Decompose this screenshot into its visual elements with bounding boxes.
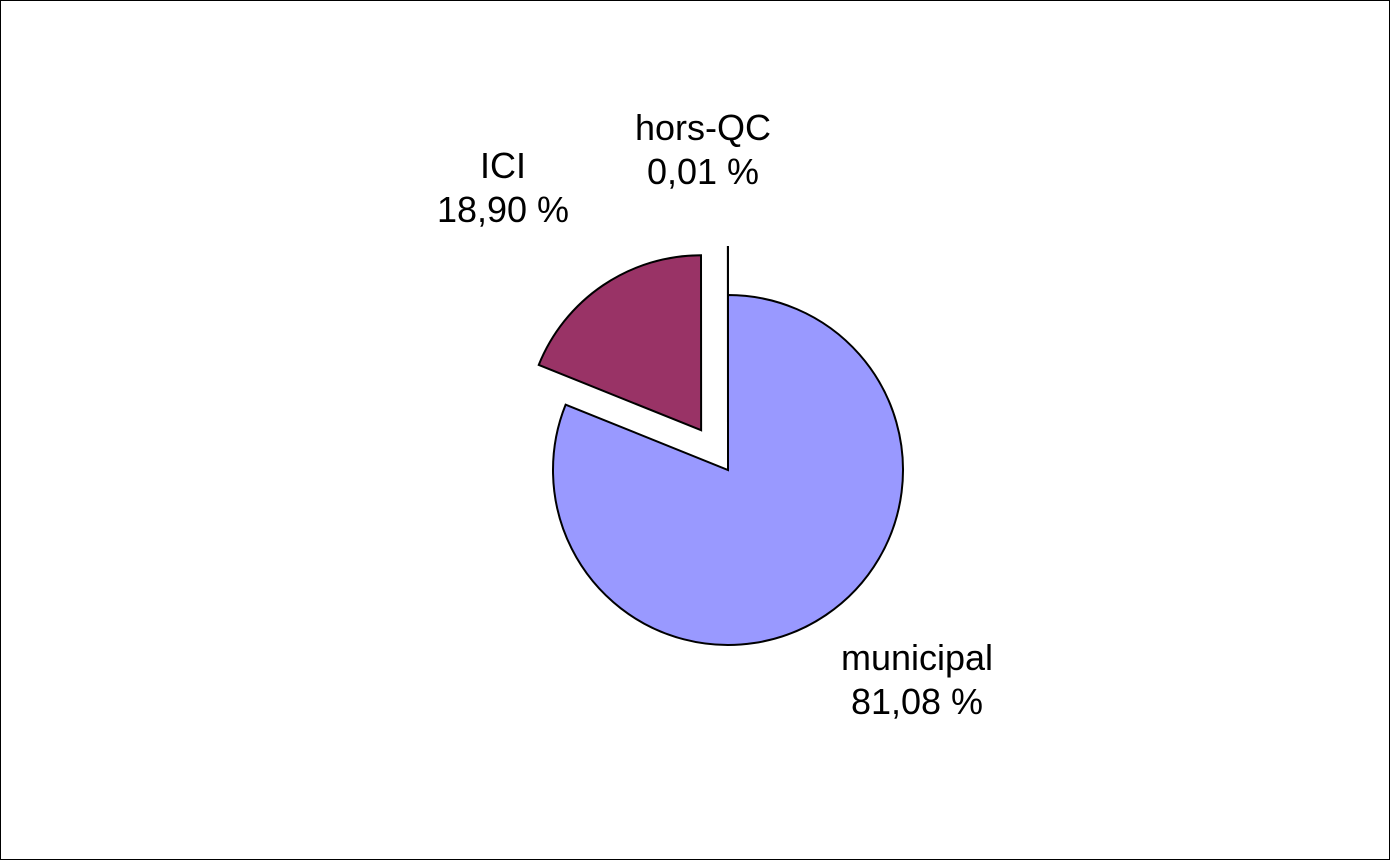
- slice-label-municipal: municipal: [841, 637, 993, 678]
- pie-slice-municipal: [552, 293, 904, 646]
- slice-value-municipal: 81,08 %: [851, 681, 983, 722]
- slice-label-hors-qc: hors-QC: [635, 107, 771, 148]
- slice-label-ici: ICI: [480, 145, 526, 186]
- pie-slice-ici: [537, 254, 703, 432]
- slice-value-ici: 18,90 %: [437, 189, 569, 230]
- slice-value-hors-qc: 0,01 %: [647, 151, 759, 192]
